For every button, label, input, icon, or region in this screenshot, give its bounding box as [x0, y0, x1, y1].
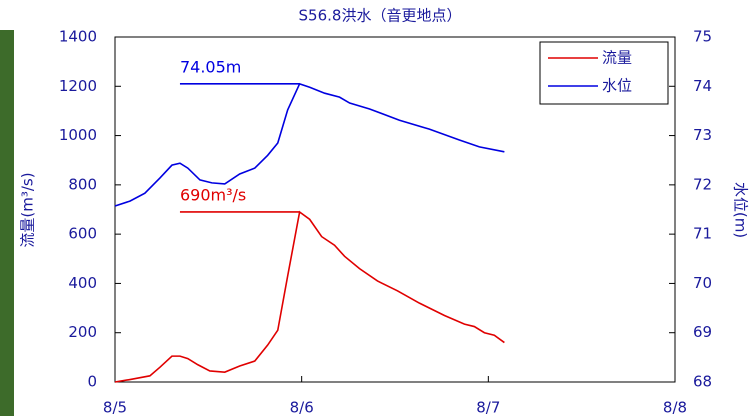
y-axis-label: 流量(m³/s): [19, 172, 37, 247]
chart-title: S56.8洪水（音更地点）: [299, 7, 462, 25]
x-tick-label: 8/7: [476, 399, 500, 416]
background-photo-strip: [0, 30, 14, 416]
legend-label: 流量: [602, 49, 632, 67]
series-line: [115, 212, 504, 382]
y-tick-label: 1200: [59, 77, 97, 95]
y-tick-label: 1000: [59, 126, 97, 144]
y2-tick-label: 69: [693, 323, 712, 341]
y2-tick-label: 70: [693, 274, 712, 292]
y-tick-label: 200: [68, 323, 97, 341]
y2-tick-label: 72: [693, 175, 712, 193]
annotation-text: 690m³/s: [180, 185, 246, 204]
y-tick-label: 400: [68, 274, 97, 292]
y-tick-label: 800: [68, 175, 97, 193]
y2-tick-label: 74: [693, 77, 712, 95]
y-tick-label: 600: [68, 225, 97, 243]
series-line: [115, 84, 504, 206]
y2-tick-label: 73: [693, 126, 712, 144]
x-tick-label: 8/8: [663, 399, 687, 416]
y2-tick-label: 75: [693, 28, 712, 46]
x-tick-label: 8/6: [290, 399, 314, 416]
y-tick-label: 0: [87, 373, 97, 391]
x-tick-label: 8/5: [103, 399, 127, 416]
y2-tick-label: 68: [693, 373, 712, 391]
annotation-text: 74.05m: [180, 57, 241, 76]
chart: S56.8洪水（音更地点） 流量(m³/s) 水位(m) 0 200 400 600 8…: [0, 0, 751, 416]
legend-label: 水位: [602, 77, 632, 95]
y2-tick-label: 71: [693, 225, 712, 243]
y2-axis-label: 水位(m): [732, 182, 750, 238]
y-tick-label: 1400: [59, 28, 97, 46]
